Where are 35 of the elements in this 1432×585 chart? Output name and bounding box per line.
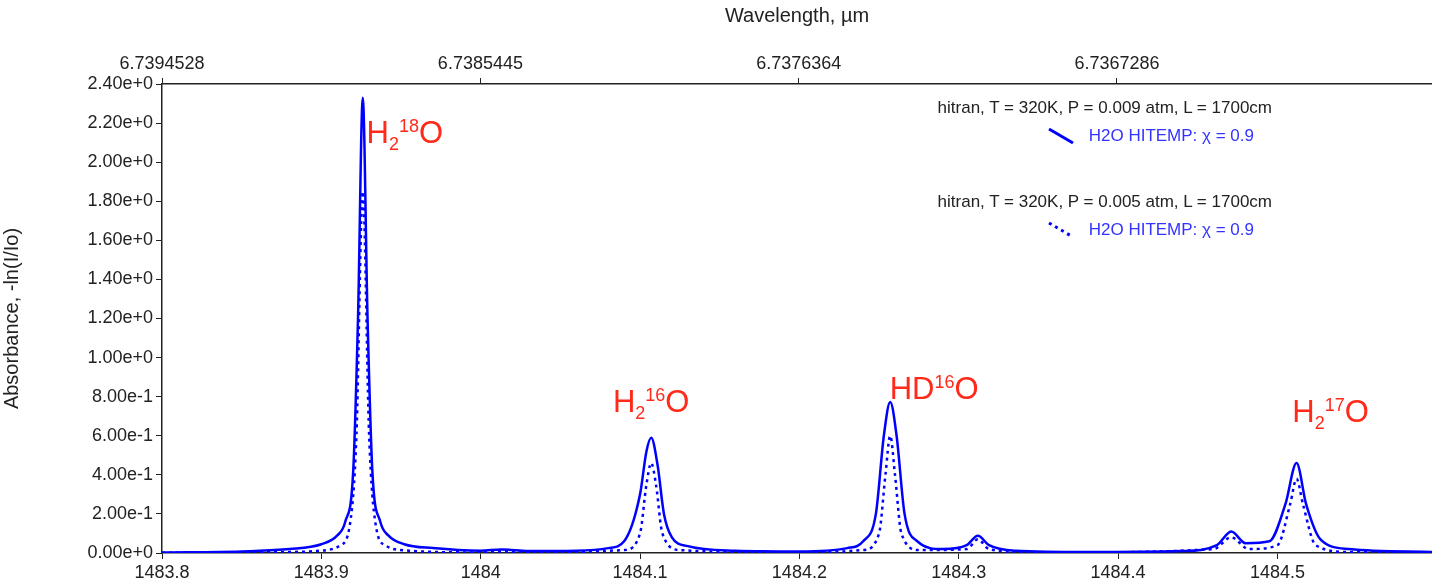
x-tick-label: 1484.3 (931, 561, 987, 582)
x2-axis-title: Wavelength, µm (724, 3, 870, 26)
y-tick-label: 2.00e+0 (87, 151, 153, 172)
legend-label: H2O HITEMP: χ = 0.9 (1088, 220, 1254, 240)
x-tick-label: 1484 (460, 561, 501, 582)
annotation: hitran, T = 320K, P = 0.009 atm, L = 1700cm (937, 98, 1272, 118)
x-tick-label: 1483.8 (134, 561, 190, 582)
y-axis-title: Absorbance, -ln(I/Io) (0, 227, 22, 410)
annotation: H$_{2}$$^{17}$O (1292, 394, 1369, 435)
x2-tick-label: 6.7394528 (119, 53, 205, 74)
annotation: hitran, T = 320K, P = 0.005 atm, L = 1700cm (937, 192, 1272, 212)
y-tick-label: 1.20e+0 (87, 307, 153, 328)
x-tick-label: 1484.4 (1090, 561, 1146, 582)
y-tick-label: 2.20e+0 (87, 112, 153, 133)
x-tick-label: 1484.5 (1249, 561, 1305, 582)
x2-tick-label: 6.7367286 (1074, 53, 1160, 74)
y-tick-label: 1.60e+0 (87, 229, 153, 250)
y-tick-label: 6.00e-1 (91, 424, 153, 445)
y-tick-label: 4.00e-1 (91, 463, 153, 484)
y-tick-label: 8.00e-1 (91, 385, 153, 406)
annotation: H$_{2}$$^{16}$O (612, 383, 690, 424)
annotation: H$_{2}$$^{18}$O (366, 114, 444, 155)
y-tick-label: 2.00e-1 (91, 502, 153, 523)
legend-label: H2O HITEMP: χ = 0.9 (1088, 126, 1254, 146)
y-tick-label: 2.40e+0 (87, 72, 153, 93)
annotation: HD$^{16}$O (889, 370, 979, 407)
y-tick-label: 1.40e+0 (87, 268, 153, 289)
y-tick-label: 1.00e+0 (87, 346, 153, 367)
x-tick-label: 1484.2 (771, 561, 827, 582)
x2-tick-label: 6.7376364 (756, 53, 842, 74)
y-tick-label: 0.00e+0 (87, 541, 153, 562)
x-tick-label: 1484.1 (612, 561, 668, 582)
y-tick-label: 1.80e+0 (87, 190, 153, 211)
x-tick-label: 1483.9 (293, 561, 349, 582)
x2-tick-label: 6.7385445 (437, 53, 523, 74)
